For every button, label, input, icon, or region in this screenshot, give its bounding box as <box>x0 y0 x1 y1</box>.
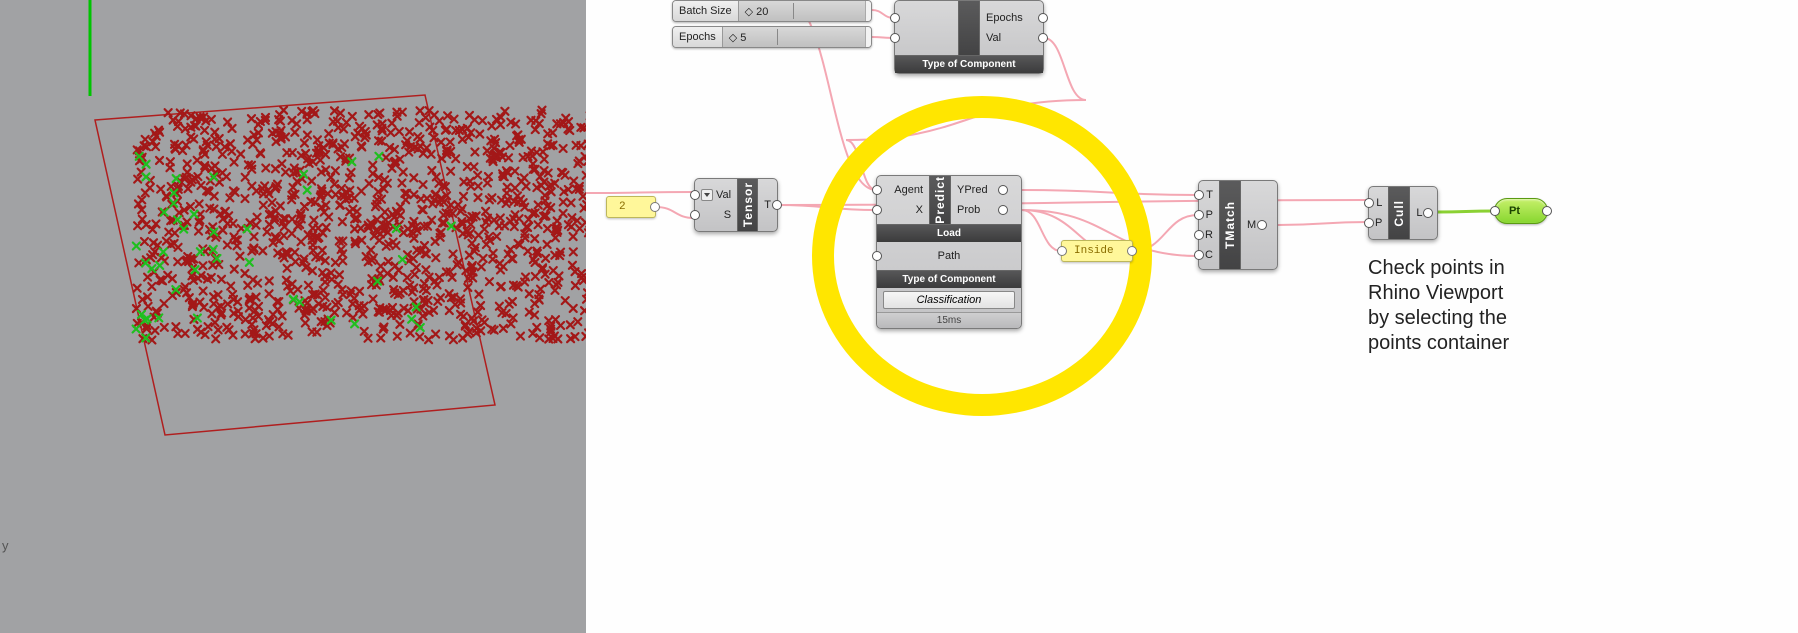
port-x-in[interactable]: X <box>877 200 929 220</box>
node-core <box>958 1 980 55</box>
axis-y-label: y <box>2 538 9 553</box>
batch-size-value[interactable]: ◇ 20 <box>739 1 865 21</box>
batch-size-label: Batch Size <box>673 1 739 21</box>
panel-inside-text: Inside <box>1074 245 1114 257</box>
predict-time: 15ms <box>877 312 1021 328</box>
port-l-in[interactable]: L <box>1369 193 1388 213</box>
grasshopper-canvas[interactable]: Batch Size ◇ 20 Epochs ◇ 5 Epochs Val Ty… <box>586 0 1798 633</box>
panel-inside[interactable]: Inside <box>1061 240 1133 262</box>
port-ypred-out[interactable]: YPred <box>951 180 1003 200</box>
port-in[interactable] <box>895 28 958 48</box>
classification-input[interactable]: Classification <box>883 291 1015 309</box>
predict-core: Predict <box>929 176 951 224</box>
port-s-in[interactable]: S <box>695 205 737 225</box>
tensor-core: Tensor <box>737 179 758 231</box>
slider-grip[interactable] <box>865 1 871 21</box>
port-l-out[interactable]: L <box>1410 203 1428 223</box>
canvas-wires <box>586 0 1798 633</box>
panel-two-text: 2 <box>619 201 626 213</box>
point-param[interactable]: Pt <box>1494 198 1548 224</box>
port-t-out[interactable]: T <box>758 195 777 215</box>
port-val-in[interactable]: Val <box>695 185 737 205</box>
rhino-viewport[interactable]: y <box>0 0 586 633</box>
viewport-geometry <box>0 0 586 633</box>
cull-node[interactable]: L P Cull L <box>1368 186 1438 240</box>
panel-two[interactable]: 2 <box>606 196 656 218</box>
tmatch-node[interactable]: T P R C TMatch M <box>1198 180 1278 270</box>
port-path-in[interactable]: Path <box>877 246 1021 266</box>
port-prob-out[interactable]: Prob <box>951 200 1003 220</box>
tree-access-icon <box>701 189 713 201</box>
slider-grip[interactable] <box>865 27 871 47</box>
annotation-text: Check points inRhino Viewportby selectin… <box>1368 256 1509 356</box>
epochs-label: Epochs <box>673 27 723 47</box>
epochs-slider[interactable]: Epochs ◇ 5 <box>672 26 872 48</box>
batch-size-slider[interactable]: Batch Size ◇ 20 <box>672 0 872 22</box>
tmatch-core: TMatch <box>1219 181 1241 269</box>
port-in[interactable] <box>895 8 958 28</box>
port-agent-in[interactable]: Agent <box>877 180 929 200</box>
port-r-in[interactable]: R <box>1199 225 1219 245</box>
point-param-label: Pt <box>1509 205 1520 217</box>
node-top-footer: Type of Component <box>895 55 1043 73</box>
epochs-value[interactable]: ◇ 5 <box>723 27 865 47</box>
port-epochs-out[interactable]: Epochs <box>980 8 1043 28</box>
type-band: Type of Component <box>877 270 1021 288</box>
port-m-out[interactable]: M <box>1241 215 1262 235</box>
cull-core: Cull <box>1388 187 1410 239</box>
load-band[interactable]: Load <box>877 224 1021 242</box>
port-t-in[interactable]: T <box>1199 185 1219 205</box>
training-output-node[interactable]: Epochs Val Type of Component <box>894 0 1044 74</box>
port-p-in[interactable]: P <box>1369 213 1388 233</box>
port-c-in[interactable]: C <box>1199 245 1219 265</box>
tensor-node[interactable]: Val S Tensor T <box>694 178 778 232</box>
predict-node[interactable]: Agent X Predict YPred Prob Load Path Typ… <box>876 175 1022 329</box>
port-val-out[interactable]: Val <box>980 28 1043 48</box>
port-p-in[interactable]: P <box>1199 205 1219 225</box>
